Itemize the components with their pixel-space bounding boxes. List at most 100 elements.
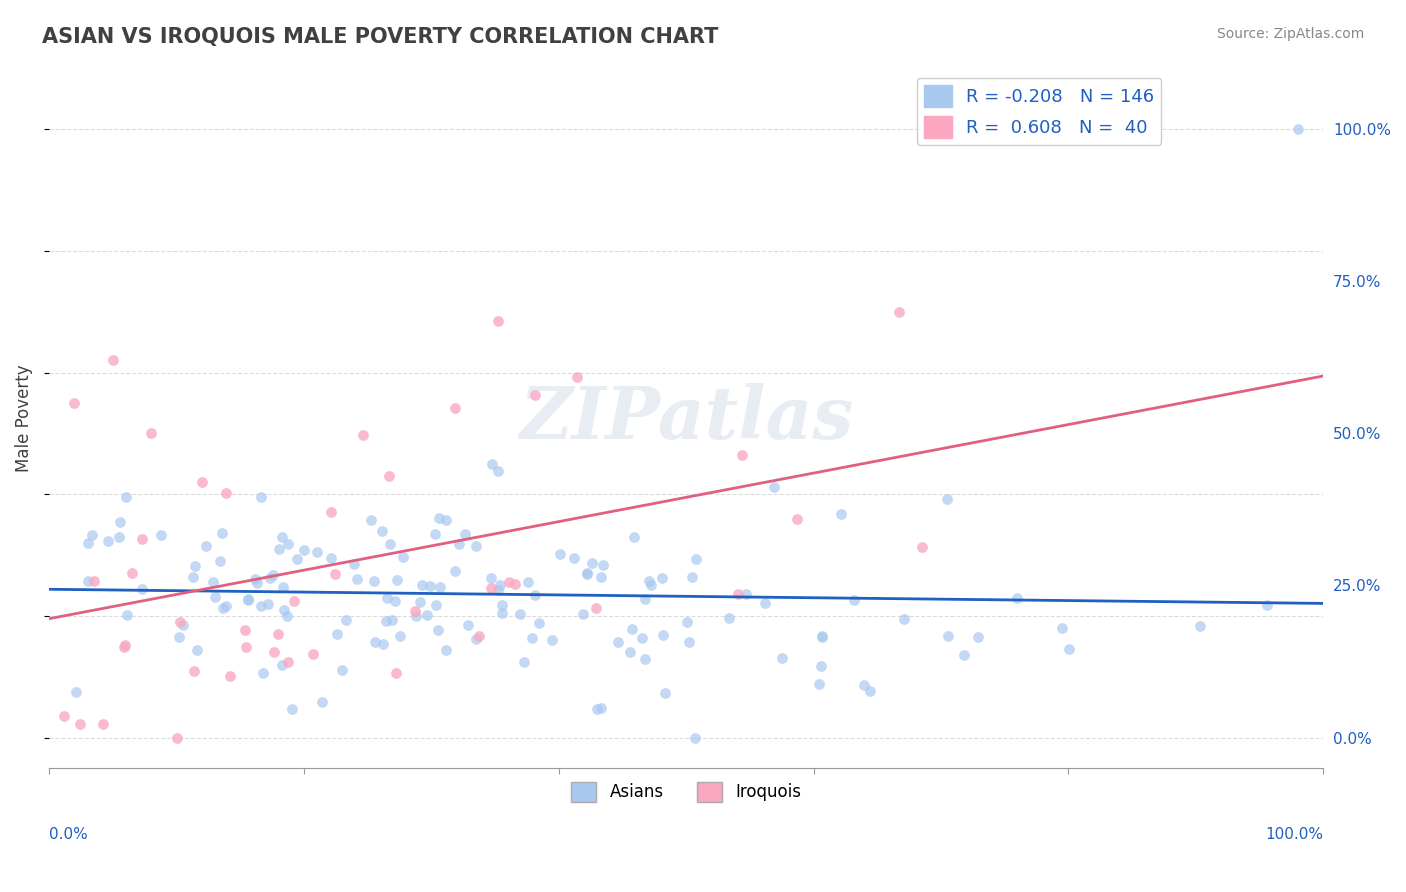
- Point: [811, 631, 834, 645]
- Point: [115, 607, 138, 622]
- Point: [271, 580, 294, 594]
- Point: [489, 578, 512, 592]
- Point: [419, 579, 441, 593]
- Point: [208, 554, 231, 568]
- Point: [434, 513, 457, 527]
- Point: [586, 702, 609, 716]
- Point: [311, 695, 333, 709]
- Point: [381, 613, 404, 627]
- Point: [294, 543, 316, 558]
- Point: [267, 541, 290, 556]
- Point: [1188, 619, 1211, 633]
- Point: [245, 572, 267, 586]
- Point: [807, 677, 830, 691]
- Point: [754, 596, 776, 610]
- Point: [425, 598, 447, 612]
- Point: [486, 582, 509, 597]
- Point: [319, 551, 342, 566]
- Point: [509, 607, 531, 621]
- Point: [283, 594, 305, 608]
- Point: [131, 532, 153, 546]
- Text: 0.0%: 0.0%: [49, 828, 87, 842]
- Point: [541, 633, 564, 648]
- Text: ZIPatlas: ZIPatlas: [519, 383, 853, 454]
- Point: [65, 684, 87, 698]
- Point: [238, 592, 260, 607]
- Point: [638, 574, 661, 588]
- Point: [762, 480, 785, 494]
- Point: [273, 603, 295, 617]
- Point: [416, 608, 439, 623]
- Point: [235, 640, 257, 654]
- Point: [271, 530, 294, 544]
- Point: [503, 577, 526, 591]
- Point: [623, 530, 645, 544]
- Point: [498, 574, 520, 589]
- Legend: R = -0.208   N = 146, R =  0.608   N =  40: R = -0.208 N = 146, R = 0.608 N = 40: [917, 78, 1161, 145]
- Point: [115, 490, 138, 504]
- Point: [375, 615, 398, 629]
- Point: [423, 527, 446, 541]
- Point: [194, 539, 217, 553]
- Point: [215, 486, 238, 500]
- Point: [810, 658, 832, 673]
- Point: [770, 650, 793, 665]
- Point: [82, 527, 104, 541]
- Point: [468, 629, 491, 643]
- Point: [69, 716, 91, 731]
- Point: [263, 645, 285, 659]
- Point: [486, 464, 509, 478]
- Point: [576, 566, 599, 581]
- Point: [457, 618, 479, 632]
- Point: [186, 642, 208, 657]
- Point: [479, 581, 502, 595]
- Point: [859, 683, 882, 698]
- Point: [935, 492, 957, 507]
- Point: [277, 656, 299, 670]
- Point: [215, 599, 238, 613]
- Point: [565, 370, 588, 384]
- Point: [479, 571, 502, 585]
- Point: [444, 401, 467, 415]
- Point: [576, 567, 599, 582]
- Point: [319, 505, 342, 519]
- Point: [238, 593, 260, 607]
- Point: [429, 580, 451, 594]
- Point: [589, 701, 612, 715]
- Point: [246, 576, 269, 591]
- Point: [204, 591, 226, 605]
- Point: [391, 550, 413, 565]
- Point: [585, 601, 607, 615]
- Point: [911, 541, 934, 555]
- Point: [183, 664, 205, 678]
- Point: [378, 536, 401, 550]
- Point: [271, 657, 294, 672]
- Point: [77, 536, 100, 550]
- Point: [589, 570, 612, 584]
- Point: [486, 314, 509, 328]
- Point: [97, 533, 120, 548]
- Point: [307, 545, 329, 559]
- Point: [385, 573, 408, 587]
- Point: [434, 642, 457, 657]
- Point: [335, 613, 357, 627]
- Point: [91, 716, 114, 731]
- Point: [842, 593, 865, 607]
- Point: [454, 527, 477, 541]
- Point: [276, 609, 298, 624]
- Point: [447, 537, 470, 551]
- Point: [364, 635, 387, 649]
- Point: [77, 574, 100, 588]
- Point: [371, 524, 394, 538]
- Point: [426, 623, 449, 637]
- Point: [384, 593, 406, 607]
- Point: [572, 607, 595, 622]
- Point: [191, 475, 214, 489]
- Point: [678, 635, 700, 649]
- Point: [523, 388, 546, 402]
- Point: [121, 566, 143, 580]
- Point: [405, 609, 427, 624]
- Point: [619, 645, 641, 659]
- Point: [634, 592, 657, 607]
- Point: [149, 528, 172, 542]
